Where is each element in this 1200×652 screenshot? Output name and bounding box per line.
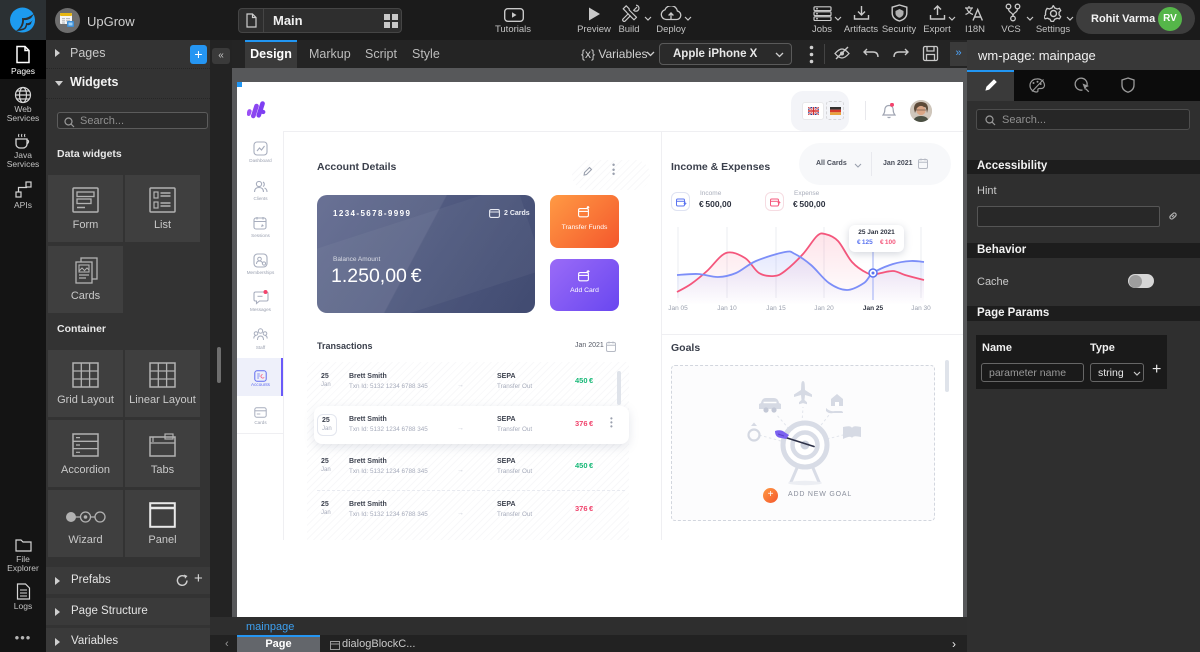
svg-text:Jan 20: Jan 20 <box>814 305 834 312</box>
svg-text:Jan 05: Jan 05 <box>668 305 688 312</box>
svg-text:Jan 25: Jan 25 <box>863 305 884 312</box>
svg-text:Jan 10: Jan 10 <box>717 305 737 312</box>
svg-text:Jan 15: Jan 15 <box>766 305 786 312</box>
svg-text:Jan 30: Jan 30 <box>911 305 931 312</box>
